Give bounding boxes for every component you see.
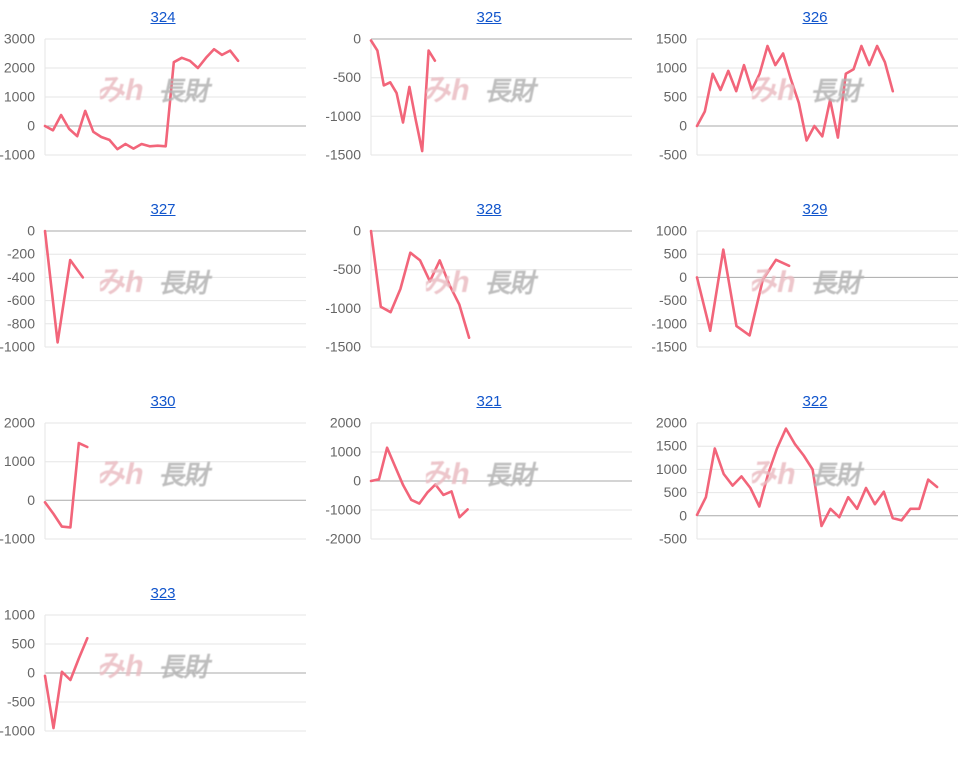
svg-text:1000: 1000 — [656, 60, 687, 76]
svg-text:500: 500 — [664, 484, 688, 500]
svg-text:-1000: -1000 — [0, 531, 35, 547]
svg-text:500: 500 — [12, 636, 36, 652]
svg-text:0: 0 — [27, 118, 35, 134]
svg-text:-1000: -1000 — [326, 502, 361, 518]
svg-text:-1000: -1000 — [0, 147, 35, 163]
svg-text:-500: -500 — [659, 531, 687, 547]
svg-text:1500: 1500 — [656, 438, 687, 454]
svg-text:-500: -500 — [659, 292, 687, 308]
svg-text:1000: 1000 — [4, 89, 35, 105]
svg-text:-1000: -1000 — [652, 315, 687, 331]
svg-text:500: 500 — [664, 246, 688, 262]
svg-text:-2000: -2000 — [326, 531, 361, 547]
svg-text:1000: 1000 — [330, 444, 361, 460]
svg-text:-500: -500 — [659, 147, 687, 163]
svg-text:1000: 1000 — [656, 461, 687, 477]
svg-text:-1500: -1500 — [326, 147, 361, 163]
svg-text:0: 0 — [27, 492, 35, 508]
svg-text:-1000: -1000 — [0, 723, 35, 739]
svg-text:-1000: -1000 — [326, 300, 361, 316]
svg-text:-500: -500 — [7, 694, 35, 710]
svg-text:-500: -500 — [333, 261, 361, 277]
svg-text:0: 0 — [679, 118, 687, 134]
svg-text:-1000: -1000 — [0, 339, 35, 355]
svg-text:0: 0 — [27, 665, 35, 681]
svg-text:0: 0 — [679, 507, 687, 523]
svg-text:0: 0 — [679, 269, 687, 285]
svg-text:500: 500 — [664, 89, 688, 105]
svg-text:0: 0 — [353, 473, 361, 489]
svg-text:-500: -500 — [333, 69, 361, 85]
svg-text:-800: -800 — [7, 315, 35, 331]
svg-text:-200: -200 — [7, 246, 35, 262]
svg-text:-400: -400 — [7, 269, 35, 285]
svg-text:1000: 1000 — [4, 453, 35, 469]
svg-text:-1500: -1500 — [652, 339, 687, 355]
svg-text:2000: 2000 — [4, 60, 35, 76]
svg-text:-600: -600 — [7, 292, 35, 308]
svg-text:-1000: -1000 — [326, 108, 361, 124]
svg-text:-1500: -1500 — [326, 339, 361, 355]
